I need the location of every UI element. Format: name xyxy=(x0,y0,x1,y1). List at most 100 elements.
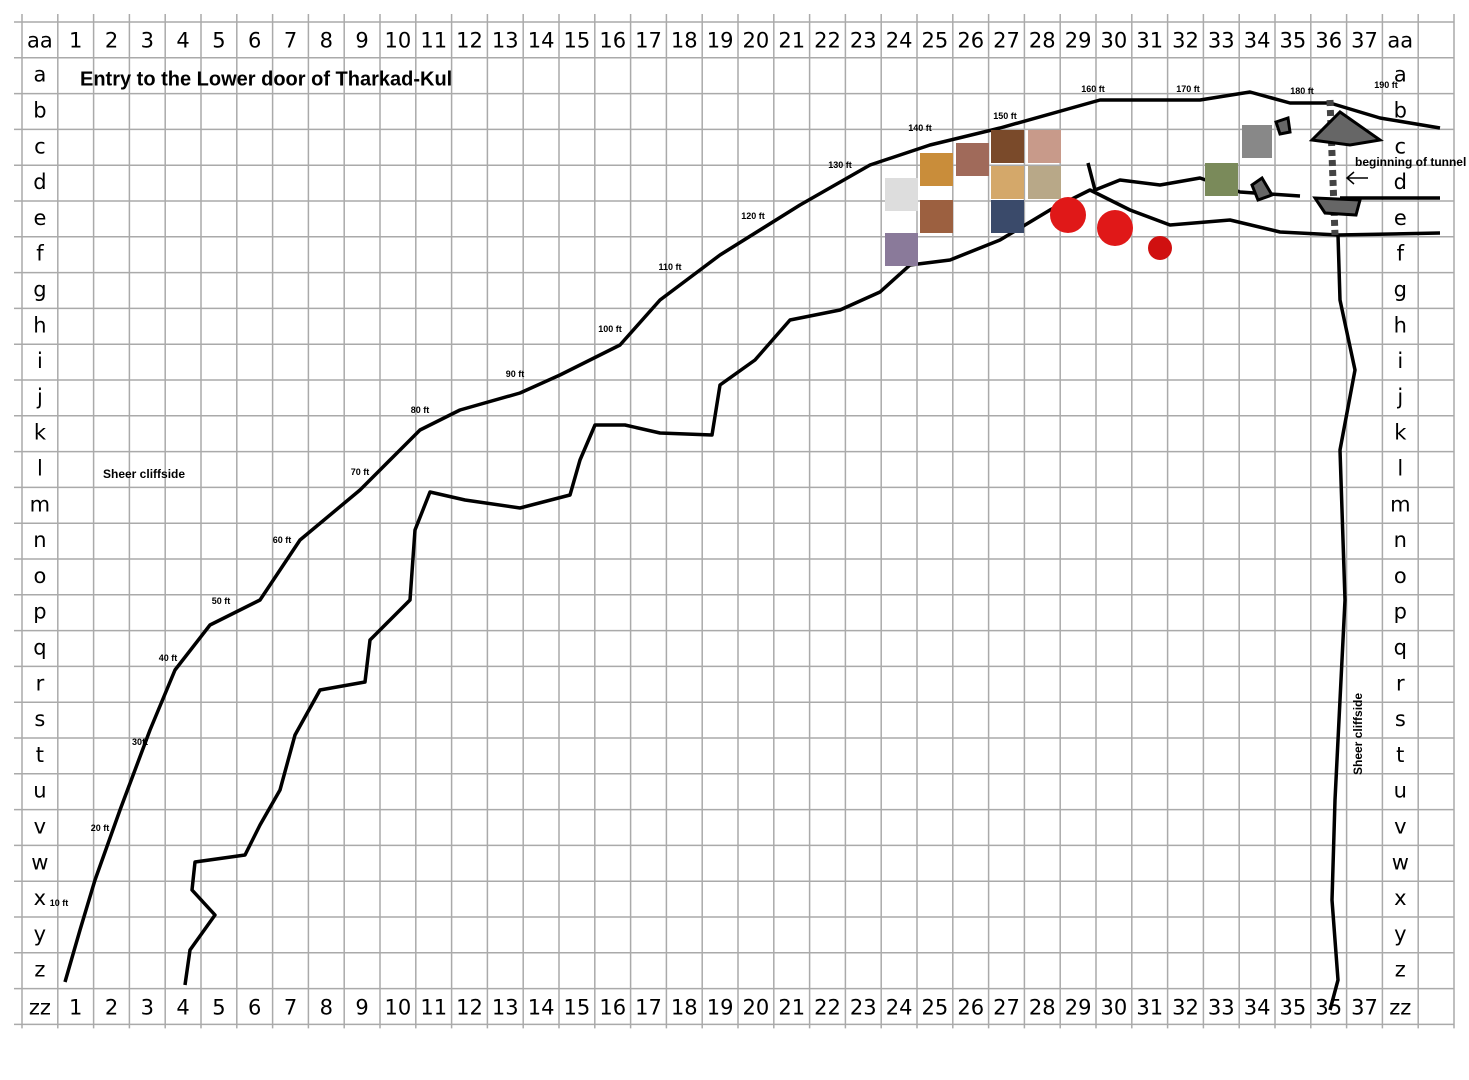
token xyxy=(956,143,989,176)
column-label: 8 xyxy=(320,995,333,1019)
arrow xyxy=(1345,171,1368,185)
row-label: o xyxy=(33,564,46,588)
column-label: 36 xyxy=(1315,29,1342,53)
rock xyxy=(1250,175,1275,202)
column-label: 30 xyxy=(1101,995,1128,1019)
column-label: 32 xyxy=(1172,995,1199,1019)
column-label: 31 xyxy=(1136,995,1163,1019)
column-label: 28 xyxy=(1029,995,1056,1019)
column-label: 31 xyxy=(1136,29,1163,53)
row-label: i xyxy=(37,349,43,373)
column-label: 21 xyxy=(778,29,805,53)
token xyxy=(991,166,1024,199)
column-label: 6 xyxy=(248,29,261,53)
column-label: 21 xyxy=(778,995,805,1019)
row-label: o xyxy=(1394,564,1407,588)
row-label: d xyxy=(33,170,46,194)
row-label: x xyxy=(34,886,46,910)
column-label: 1 xyxy=(69,995,82,1019)
column-label: 4 xyxy=(176,29,189,53)
column-label: 1 xyxy=(69,29,82,53)
distance-marker: 130 ft xyxy=(828,160,852,170)
row-label: k xyxy=(1394,421,1407,445)
red-figure xyxy=(1148,236,1172,260)
column-label: 35 xyxy=(1315,995,1342,1019)
column-label: 5 xyxy=(212,29,225,53)
column-label: 25 xyxy=(922,29,949,53)
row-label: k xyxy=(34,421,47,445)
column-label: 19 xyxy=(707,29,734,53)
token xyxy=(991,130,1024,163)
distance-marker: 180 ft xyxy=(1290,86,1314,96)
token xyxy=(1028,166,1061,199)
annotation: Sheer cliffside xyxy=(1351,693,1365,775)
row-label: n xyxy=(1394,528,1407,552)
row-label: m xyxy=(1390,492,1410,516)
column-label: 29 xyxy=(1065,995,1092,1019)
column-label: 20 xyxy=(743,29,770,53)
token xyxy=(1028,130,1061,163)
column-label: 9 xyxy=(355,995,368,1019)
column-label: 16 xyxy=(599,29,626,53)
row-label: m xyxy=(30,492,50,516)
row-label: g xyxy=(33,278,46,302)
distance-marker: 80 ft xyxy=(411,405,430,415)
rock xyxy=(1274,116,1292,136)
column-label: 35 xyxy=(1280,29,1307,53)
row-label: x xyxy=(1394,886,1406,910)
distance-marker: 60 ft xyxy=(273,535,292,545)
column-label: 20 xyxy=(743,995,770,1019)
annotation: Sheer cliffside xyxy=(103,467,185,481)
column-label: 10 xyxy=(385,29,412,53)
row-label: v xyxy=(1394,815,1406,839)
column-label: 5 xyxy=(212,995,225,1019)
distance-marker: 20 ft xyxy=(91,823,110,833)
column-label: 12 xyxy=(456,995,483,1019)
column-label: 17 xyxy=(635,29,662,53)
row-label: b xyxy=(33,99,46,123)
column-label: 13 xyxy=(492,995,519,1019)
column-label: 14 xyxy=(528,29,555,53)
column-label: 10 xyxy=(385,995,412,1019)
token xyxy=(1205,163,1238,196)
distance-marker: 120 ft xyxy=(741,211,765,221)
column-label: 3 xyxy=(141,29,154,53)
column-label: 2 xyxy=(105,995,118,1019)
row-label: q xyxy=(1394,636,1407,660)
column-label: 9 xyxy=(355,29,368,53)
row-label: p xyxy=(1394,600,1407,624)
column-label: 6 xyxy=(248,995,261,1019)
column-label: zz xyxy=(1389,995,1411,1019)
row-label: s xyxy=(34,707,45,731)
distance-marker: 170 ft xyxy=(1176,84,1200,94)
column-label: 8 xyxy=(320,29,333,53)
column-label: 30 xyxy=(1101,29,1128,53)
row-label: u xyxy=(33,779,46,803)
column-label: 29 xyxy=(1065,29,1092,53)
column-label: 15 xyxy=(564,29,591,53)
row-label: z xyxy=(1395,958,1406,982)
distance-marker: 30ft xyxy=(132,737,148,747)
column-label: 7 xyxy=(284,29,297,53)
row-label: l xyxy=(37,457,43,481)
right-cliff-edge xyxy=(1328,234,1357,1011)
column-label: 13 xyxy=(492,29,519,53)
row-label: e xyxy=(33,206,46,230)
column-label: 25 xyxy=(922,995,949,1019)
row-label: p xyxy=(33,600,46,624)
distance-marker: 150 ft xyxy=(993,111,1017,121)
row-label: d xyxy=(1394,170,1407,194)
column-label: 32 xyxy=(1172,29,1199,53)
distance-marker: 190 ft xyxy=(1374,80,1398,90)
column-label: 37 xyxy=(1351,29,1378,53)
row-label: r xyxy=(36,671,45,695)
fire-burst xyxy=(1097,210,1133,246)
column-label: 34 xyxy=(1244,29,1271,53)
outer-cliff-edge xyxy=(63,90,1441,983)
column-label: 35 xyxy=(1280,995,1307,1019)
column-label: aa xyxy=(27,29,53,53)
distance-marker: 110 ft xyxy=(658,262,681,272)
distance-marker: 90 ft xyxy=(506,369,525,379)
row-label: r xyxy=(1396,671,1405,695)
